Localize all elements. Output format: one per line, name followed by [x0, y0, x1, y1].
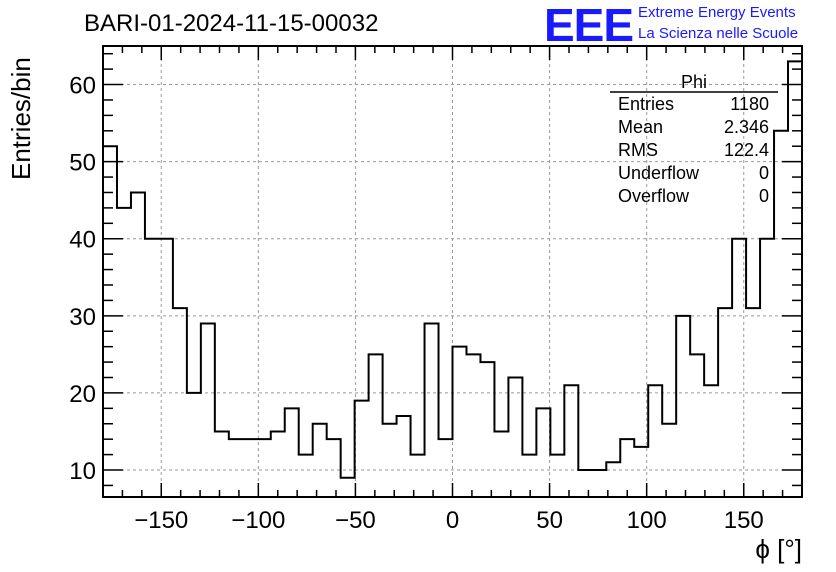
stats-label: Entries: [618, 94, 674, 114]
y-tick-label: 60: [69, 73, 96, 100]
x-tick-label: −150: [134, 507, 188, 534]
y-tick-label: 40: [69, 227, 96, 254]
x-tick-label: 100: [627, 507, 667, 534]
axis-ticks: [103, 46, 802, 497]
y-tick-label: 50: [69, 150, 96, 177]
logo-subtitle-2: La Scienza nelle Scuole: [638, 25, 799, 42]
stats-title: Phi: [681, 72, 707, 92]
stats-value: 0: [759, 186, 769, 206]
y-tick-label: 20: [69, 381, 96, 408]
stats-value: 1180: [730, 94, 769, 114]
y-tick-labels: 10 20 30 40 50 60: [69, 73, 96, 485]
x-tick-label: 50: [536, 507, 563, 534]
histogram-line: [102, 60, 803, 497]
stats-label: Overflow: [618, 186, 690, 206]
grid-lines: [103, 46, 802, 497]
x-tick-label: −100: [231, 507, 285, 534]
eee-logo: EEE: [544, 0, 634, 51]
x-tick-labels: −150 −100 −50 0 50 100 150: [134, 507, 764, 534]
stats-value: 122.4: [724, 140, 769, 160]
stats-label: Mean: [618, 117, 663, 137]
x-axis-title: ϕ [°]: [755, 534, 802, 564]
stats-label: Underflow: [618, 163, 700, 183]
plot-frame: [102, 45, 803, 498]
logo-subtitle-1: Extreme Energy Events: [638, 4, 796, 21]
stats-box: Phi Entries 1180 Mean 2.346 RMS 122.4 Underflow…: [610, 72, 778, 206]
x-tick-label: 150: [724, 507, 764, 534]
x-tick-label: −50: [335, 507, 376, 534]
stats-value: 0: [759, 163, 769, 183]
stats-value: 2.346: [724, 117, 769, 137]
y-tick-label: 30: [69, 304, 96, 331]
y-tick-label: 10: [69, 458, 96, 485]
stats-label: RMS: [618, 140, 658, 160]
y-axis-title: Entries/bin: [6, 57, 36, 180]
chart-title: BARI-01-2024-11-15-00032: [84, 10, 379, 37]
x-tick-label: 0: [446, 507, 459, 534]
